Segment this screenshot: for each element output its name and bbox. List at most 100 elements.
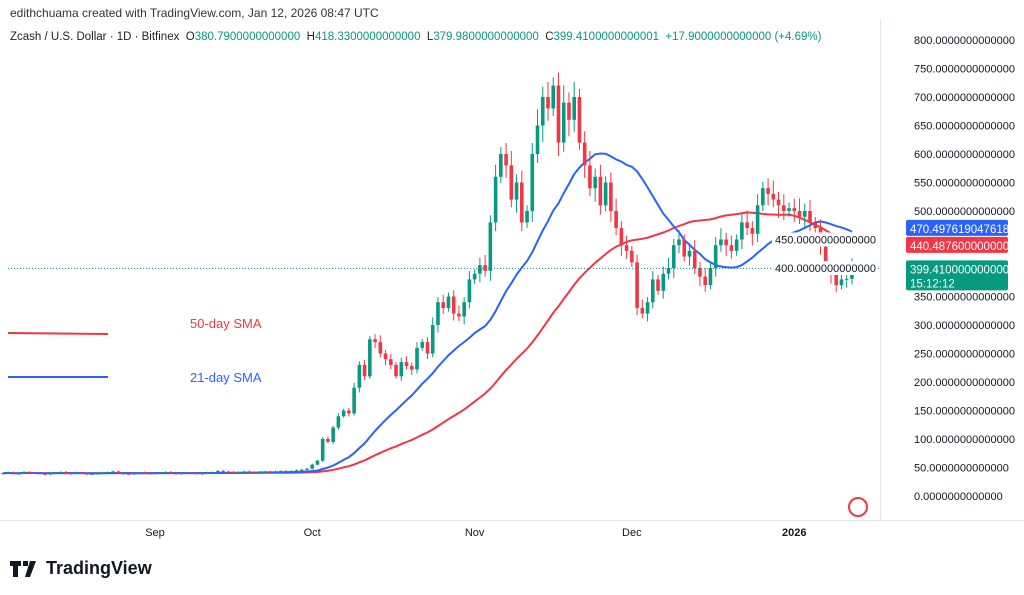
candle-body [200, 473, 204, 475]
sma-21-annotation: 21-day SMA [190, 370, 262, 385]
tradingview-logo: TradingView [10, 558, 152, 579]
y-tick-label: 450.0000000000000 [775, 235, 876, 247]
last-price-tag [906, 260, 1008, 291]
candle-body [53, 472, 58, 474]
candle-body [153, 473, 157, 475]
candle-body [561, 102, 566, 143]
last-price-tag-text: 15:12:12 [910, 278, 955, 290]
candle-body [525, 211, 529, 223]
candle-body [787, 208, 791, 211]
candle-body [724, 239, 728, 246]
candle-body [619, 228, 624, 246]
candle-body [729, 245, 734, 251]
candle-body [258, 472, 262, 474]
candle-body [174, 473, 178, 475]
candle-body [399, 362, 404, 377]
y-tick-label: 800.0000000000000 [914, 35, 1015, 47]
candle-body [666, 268, 671, 274]
candle-body [132, 473, 136, 475]
open-label: O [185, 31, 195, 43]
candle-body [540, 97, 545, 126]
candle-body [530, 154, 535, 211]
candle-body [11, 472, 16, 474]
candle-body [488, 222, 493, 271]
candle-body [451, 296, 456, 314]
candle-body [179, 473, 183, 475]
symbol-title[interactable]: Zcash / U.S. Dollar · 1D · Bitfinex [10, 31, 180, 43]
candle-body [677, 239, 681, 246]
candle-body [478, 265, 482, 274]
candle-body [64, 472, 68, 474]
candle-body [85, 473, 89, 475]
candle-body [409, 366, 414, 370]
y-tick-label: 50.0000000000000 [914, 463, 1009, 475]
candle-body [834, 273, 838, 286]
y-tick-label: 600.0000000000000 [914, 149, 1015, 161]
candle-body [216, 470, 220, 473]
candle-body [603, 182, 608, 206]
sma-21-price-tag-text: 470.4976190476187 [910, 224, 1016, 236]
y-tick-label: 700.0000000000000 [914, 92, 1015, 104]
candle-body [640, 307, 645, 314]
candle-body [535, 125, 540, 154]
candle-body [43, 473, 47, 475]
candle-body [37, 473, 42, 475]
low-label: L [426, 31, 434, 43]
candle-body [813, 222, 818, 229]
y-tick-label: 400.0000000000000 [775, 263, 876, 275]
y-tick-label: 300.0000000000000 [914, 320, 1015, 332]
candle-body [446, 296, 451, 308]
y-tick-label: 0.0000000000000 [914, 491, 1003, 503]
candle-body [499, 154, 503, 177]
candle-body [546, 97, 550, 109]
candle-body [247, 471, 252, 473]
candle-body [808, 211, 812, 223]
candle-body [163, 472, 168, 474]
candle-body [226, 471, 231, 473]
candle-body [310, 464, 314, 469]
candle-body [352, 387, 356, 414]
candle-body [184, 472, 189, 474]
x-tick-label: Sep [145, 527, 165, 539]
candle-body [734, 239, 739, 251]
candle-body [713, 245, 718, 268]
candle-body [383, 353, 388, 360]
candle-body [394, 364, 398, 377]
candle-body [509, 165, 514, 200]
y-tick-label: 150.0000000000000 [914, 406, 1015, 418]
candle-body [567, 102, 571, 120]
candle-body [551, 85, 556, 109]
candle-body [263, 471, 267, 473]
candle-body [802, 211, 807, 217]
candle-body [761, 188, 765, 206]
change-value: +17.9000000000000 (+4.69%) [665, 31, 822, 43]
candle-body [404, 362, 409, 367]
candle-body [598, 176, 603, 206]
candle-body [27, 472, 32, 474]
candle-body [32, 472, 37, 474]
price-axis-border [880, 20, 881, 520]
candle-body [839, 279, 844, 286]
candle-body [656, 279, 660, 291]
sma-21-price-tag [906, 219, 1008, 236]
candle-body [347, 410, 351, 414]
candle-body [127, 473, 131, 475]
candle-body [58, 472, 63, 474]
candle-body [294, 470, 299, 472]
high-label: H [306, 31, 315, 43]
candle-body [745, 222, 749, 229]
candle-body [142, 472, 147, 474]
sma-50-price-tag-text: 440.4876000000001 [910, 241, 1016, 253]
candle-body [289, 470, 294, 472]
candle-body [520, 182, 524, 223]
candle-body [844, 278, 849, 280]
candle-body [462, 302, 466, 317]
candle-body [630, 250, 634, 263]
y-tick-label-bg [772, 232, 878, 247]
candle-body [189, 472, 194, 474]
candle-body [588, 165, 592, 189]
candle-body [6, 472, 11, 474]
candle-body [242, 471, 246, 473]
low-value: 379.9800000000000 [433, 31, 539, 43]
